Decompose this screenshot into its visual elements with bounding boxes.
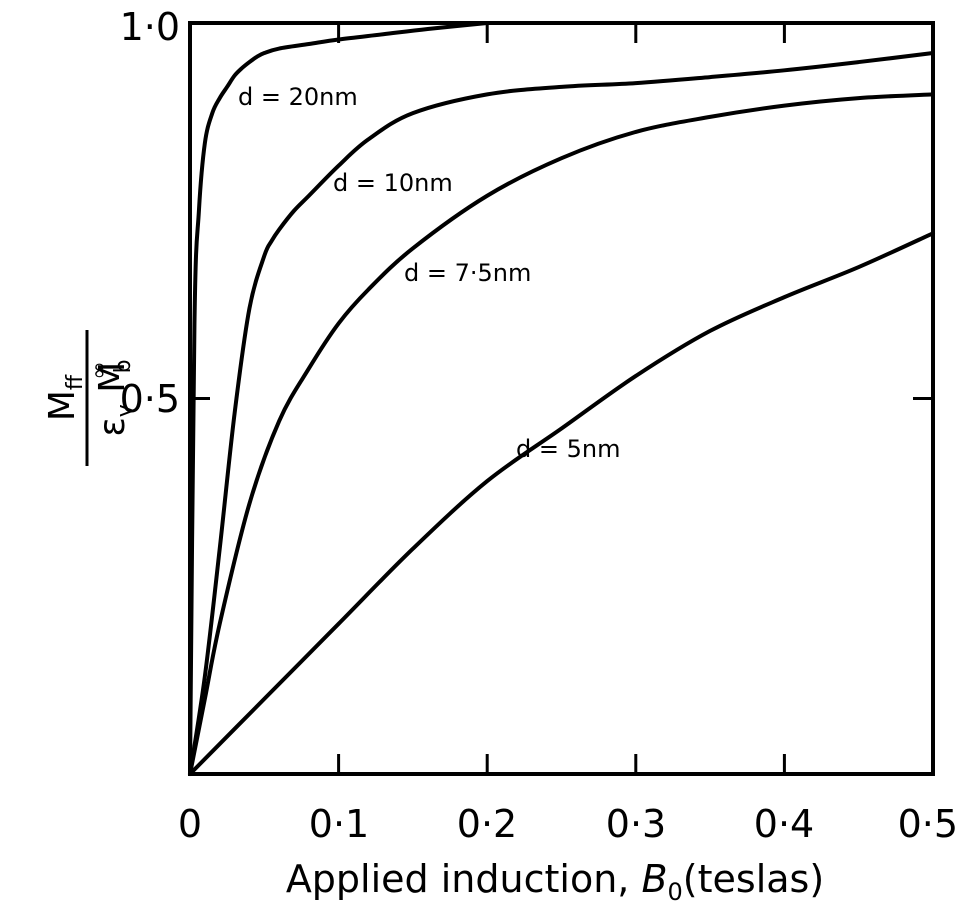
- x-tick-label-2: 0·2: [457, 802, 517, 846]
- y-label-denominator: εv M∞b: [87, 359, 138, 436]
- y-label-den-m-sub: b: [111, 359, 136, 373]
- x-tick-label-4: 0·4: [754, 802, 814, 846]
- y-tick-labels: 0·5 1·0: [120, 5, 180, 421]
- x-tick-labels: 0 0·1 0·2 0·3 0·4 0·5: [178, 802, 958, 846]
- y-axis-label: Mff εv M∞b: [42, 330, 138, 466]
- curve-label-10nm: d = 10nm: [333, 169, 453, 197]
- y-label-den-space: [92, 393, 133, 404]
- y-label-den-m-sup: ∞: [87, 361, 112, 379]
- y-label-den-eps-sub: v: [113, 404, 138, 417]
- x-tick-label-3: 0·3: [606, 802, 666, 846]
- series-line-3: [188, 231, 935, 776]
- series-line-2: [188, 92, 935, 776]
- x-tick-label-1: 0·1: [309, 802, 369, 846]
- y-label-den-m: M: [92, 362, 133, 393]
- y-label-num-main: M: [42, 390, 83, 421]
- y-label-num-sub: ff: [63, 374, 88, 390]
- y-label-den-eps: ε: [92, 417, 133, 436]
- curve-label-7-5nm: d = 7·5nm: [404, 259, 531, 287]
- y-label-numerator: Mff: [42, 374, 88, 421]
- x-tick-label-5: 0·5: [898, 802, 958, 846]
- x-axis-label-prefix: Applied induction,: [286, 857, 642, 901]
- x-axis-label-subscript: 0: [668, 878, 683, 904]
- x-tick-label-0: 0: [178, 802, 202, 846]
- x-axis-label-suffix: (teslas): [683, 857, 824, 901]
- curve-labels: d = 20nm d = 10nm d = 7·5nm d = 5nm: [238, 83, 620, 463]
- series-line-0: [188, 21, 490, 776]
- series-group: [188, 21, 935, 776]
- series-line-1: [188, 51, 935, 776]
- y-tick-label-0-5: 0·5: [120, 377, 180, 421]
- curve-label-5nm: d = 5nm: [516, 435, 620, 463]
- y-tick-label-1-0: 1·0: [120, 5, 180, 49]
- x-axis-label: Applied induction, B0(teslas): [286, 857, 824, 904]
- curve-label-20nm: d = 20nm: [238, 83, 358, 111]
- x-axis-label-symbol: B: [641, 857, 667, 901]
